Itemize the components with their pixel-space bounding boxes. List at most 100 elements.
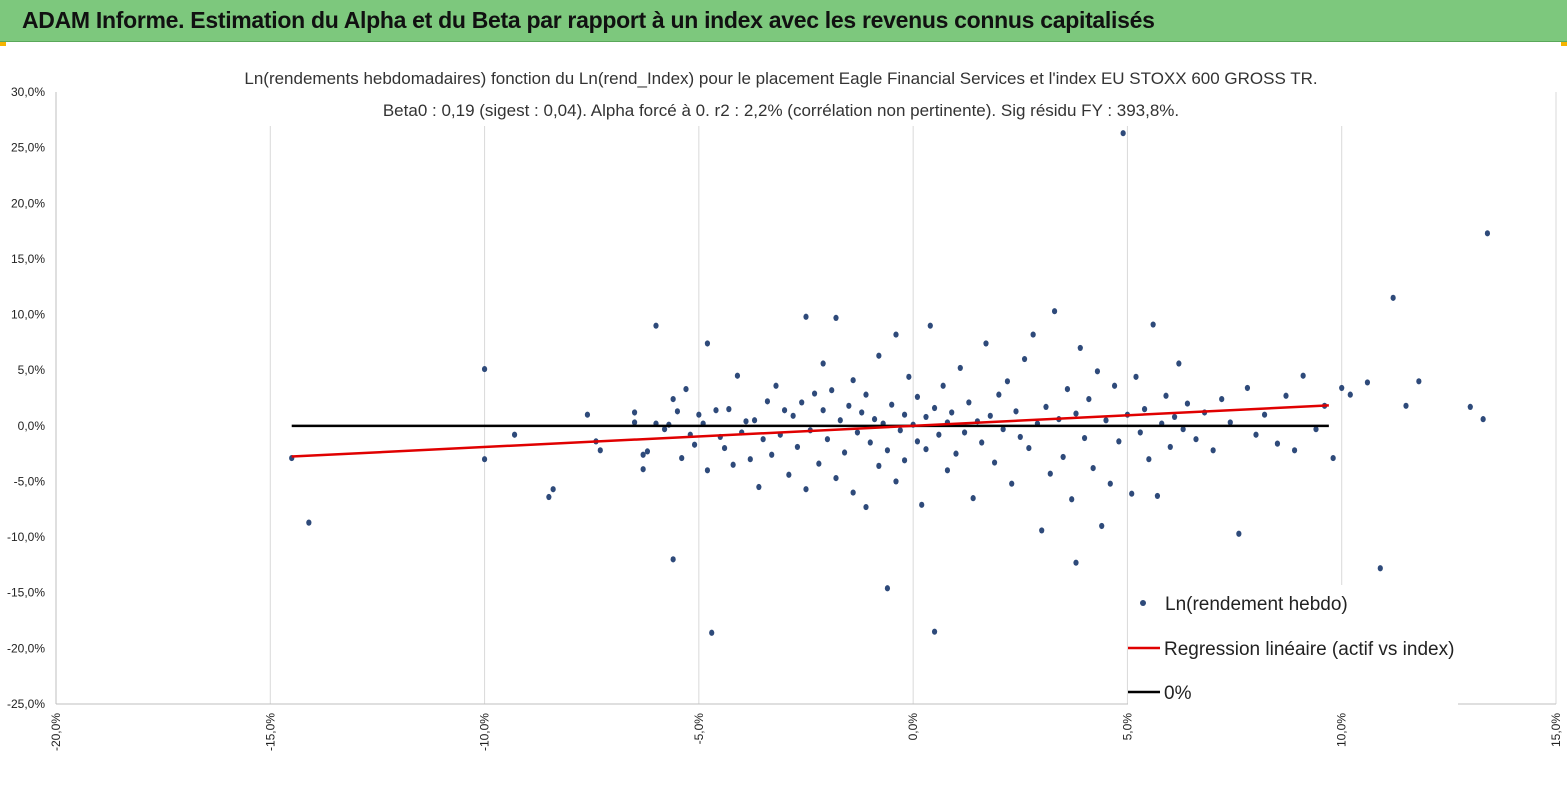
data-point bbox=[550, 486, 556, 493]
data-point bbox=[306, 519, 312, 526]
data-point bbox=[751, 417, 758, 424]
data-point bbox=[1416, 378, 1422, 385]
data-point bbox=[1184, 400, 1191, 407]
data-point bbox=[1086, 396, 1092, 403]
regression-line bbox=[291, 404, 1329, 458]
data-point bbox=[1219, 396, 1225, 403]
data-point bbox=[876, 352, 882, 359]
data-point bbox=[1150, 321, 1156, 328]
y-tick-label: -10,0% bbox=[7, 530, 45, 544]
data-point bbox=[709, 629, 715, 636]
data-point bbox=[1094, 368, 1101, 375]
data-point bbox=[803, 486, 809, 493]
data-point bbox=[1009, 480, 1015, 487]
data-point bbox=[734, 372, 741, 379]
y-tick-label: -25,0% bbox=[7, 697, 45, 711]
data-point bbox=[914, 393, 921, 400]
data-point bbox=[1081, 434, 1088, 442]
x-tick-label: -10,0% bbox=[478, 713, 492, 751]
data-point bbox=[1026, 444, 1032, 452]
data-point bbox=[850, 377, 856, 384]
chart-legend: Ln(rendement hebdo) Regression linéaire … bbox=[1128, 585, 1458, 705]
data-point bbox=[1364, 379, 1371, 386]
x-tick-label: 0,0% bbox=[906, 713, 920, 741]
data-point bbox=[803, 313, 809, 320]
data-point bbox=[584, 411, 591, 418]
data-point bbox=[966, 399, 972, 406]
data-point bbox=[704, 340, 711, 347]
data-point bbox=[1339, 384, 1345, 392]
data-point bbox=[859, 409, 865, 416]
data-point bbox=[893, 331, 899, 338]
data-point bbox=[721, 444, 728, 452]
data-point bbox=[889, 401, 895, 408]
data-point bbox=[670, 396, 676, 403]
chart-title-line-1: Ln(rendements hebdomadaires) fonction du… bbox=[244, 69, 1317, 88]
legend-background bbox=[1128, 585, 1458, 705]
report-header-bar: ADAM Informe. Estimation du Alpha et du … bbox=[0, 0, 1567, 42]
data-point bbox=[730, 461, 736, 468]
data-point bbox=[1111, 382, 1118, 389]
data-point bbox=[640, 451, 646, 458]
data-point bbox=[970, 495, 976, 502]
data-point bbox=[923, 413, 929, 421]
data-point bbox=[1004, 378, 1011, 385]
data-point bbox=[1030, 331, 1036, 338]
data-point bbox=[1043, 403, 1049, 411]
data-point bbox=[481, 456, 488, 463]
data-point bbox=[674, 408, 681, 415]
data-point bbox=[747, 456, 753, 463]
data-point bbox=[1107, 480, 1113, 487]
data-point bbox=[670, 556, 676, 563]
scatter-chart: 30,0% 25,0% 20,0% 15,0% 10,0% 5,0% 0,0% -5,0% -1… bbox=[7, 58, 1563, 751]
y-tick-label: 0,0% bbox=[18, 419, 46, 433]
data-point bbox=[1300, 372, 1306, 379]
data-point bbox=[691, 441, 698, 448]
grid-layer bbox=[55, 92, 1557, 704]
x-tick-label: -20,0% bbox=[49, 713, 63, 751]
data-point bbox=[1227, 419, 1233, 426]
data-point bbox=[833, 475, 839, 482]
data-point bbox=[846, 402, 852, 409]
data-point bbox=[919, 501, 925, 508]
data-point bbox=[481, 365, 488, 373]
data-point bbox=[1291, 447, 1298, 454]
data-point bbox=[631, 419, 638, 426]
data-point bbox=[1013, 408, 1019, 415]
data-point bbox=[704, 467, 711, 474]
data-point bbox=[511, 431, 518, 438]
data-point bbox=[546, 493, 552, 501]
y-tick-label: -15,0% bbox=[7, 586, 45, 600]
data-point bbox=[897, 427, 903, 434]
x-tick-label: -15,0% bbox=[263, 713, 277, 751]
chart-title-line-2: Beta0 : 0,19 (sigest : 0,04). Alpha forc… bbox=[383, 101, 1179, 120]
chart-title-background bbox=[196, 58, 1366, 126]
data-point bbox=[837, 417, 843, 424]
data-point bbox=[760, 436, 766, 443]
y-tick-label: 5,0% bbox=[18, 363, 46, 377]
data-point bbox=[979, 439, 985, 446]
legend-label-zero: 0% bbox=[1164, 683, 1192, 704]
data-point bbox=[931, 628, 938, 635]
data-point bbox=[824, 436, 831, 443]
data-point bbox=[1163, 392, 1169, 399]
data-point bbox=[949, 409, 955, 416]
data-point bbox=[1090, 465, 1096, 472]
data-point bbox=[1051, 308, 1058, 315]
y-axis-ticks: 30,0% 25,0% 20,0% 15,0% 10,0% 5,0% 0,0% -5,0% -1… bbox=[7, 85, 45, 711]
data-point bbox=[927, 322, 933, 329]
data-point bbox=[1403, 402, 1409, 409]
data-point bbox=[884, 447, 891, 454]
data-point bbox=[1064, 385, 1071, 393]
data-point bbox=[1467, 403, 1473, 411]
data-point bbox=[1390, 294, 1396, 301]
data-point bbox=[1480, 416, 1486, 423]
data-point bbox=[893, 478, 899, 485]
data-point bbox=[1236, 530, 1242, 537]
data-point bbox=[1039, 527, 1045, 534]
y-tick-label: 10,0% bbox=[11, 308, 45, 322]
data-point bbox=[696, 411, 702, 418]
data-point bbox=[1193, 436, 1199, 443]
data-point bbox=[769, 451, 775, 458]
data-point bbox=[863, 391, 869, 398]
